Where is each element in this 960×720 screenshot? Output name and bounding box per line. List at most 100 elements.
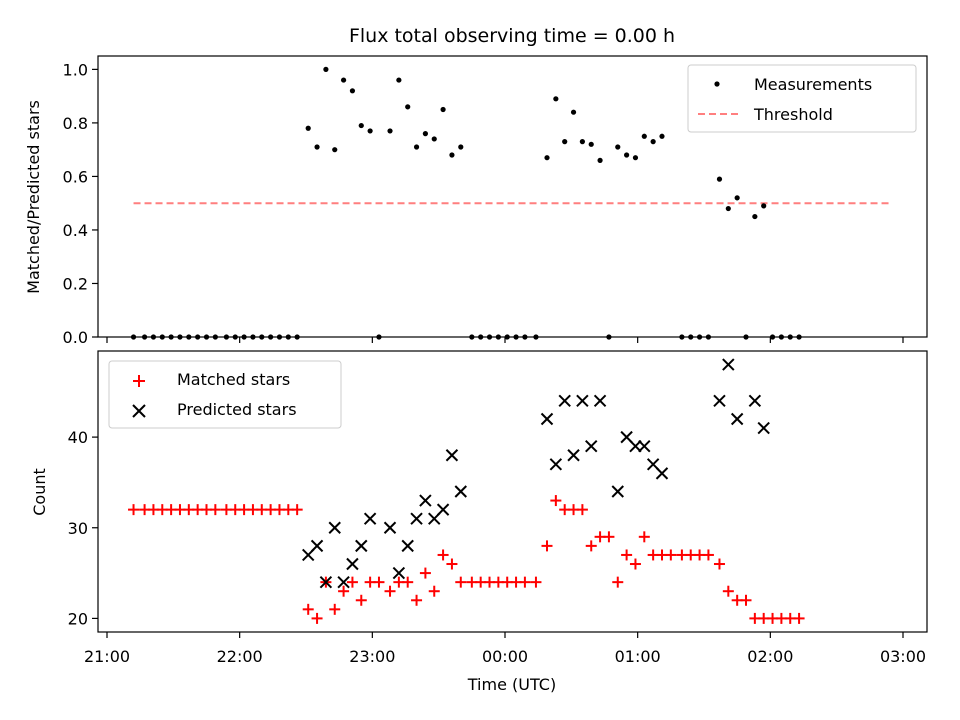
- top-legend: Measurements Threshold: [687, 64, 917, 133]
- matched-star-point: [702, 549, 714, 561]
- measurement-point: [624, 152, 630, 158]
- predicted-star-point: [611, 485, 624, 498]
- bottom-x-ticks: 21:00 22:00 23:00 00:00 01:00 02:00 03:00: [84, 632, 926, 666]
- matched-star-point: [455, 576, 467, 588]
- matched-star-point: [541, 540, 553, 552]
- matched-star-point: [612, 576, 624, 588]
- legend-marker-measurements: [714, 81, 720, 87]
- matched-star-point: [209, 504, 221, 516]
- matched-star-point: [291, 504, 303, 516]
- predicted-star-point: [355, 539, 368, 553]
- matched-star-point: [338, 585, 350, 597]
- predicted-star-point: [722, 358, 735, 371]
- legend-label-threshold: Threshold: [753, 105, 833, 124]
- top-y-tick-label: 0.0: [63, 328, 88, 347]
- x-tick-label: 03:00: [880, 647, 926, 666]
- matched-star-point: [722, 585, 734, 597]
- legend-marker-predicted: [132, 404, 146, 418]
- matched-star-point: [530, 576, 542, 588]
- matched-star-point: [346, 576, 358, 588]
- measurement-point: [716, 176, 723, 182]
- bottom-y-tick-label: 40: [68, 428, 88, 447]
- predicted-star-point: [383, 521, 397, 534]
- legend-marker-matched: [133, 375, 145, 387]
- top-plot-marks: [130, 66, 890, 340]
- matched-star-point: [585, 540, 597, 552]
- measurement-point: [562, 139, 568, 145]
- measurement-point: [323, 66, 329, 72]
- predicted-star-point: [346, 557, 359, 571]
- measurement-point: [422, 131, 428, 137]
- x-tick-label: 00:00: [482, 647, 528, 666]
- predicted-star-point: [540, 412, 554, 426]
- bottom-y-ticks: 20 30 40: [68, 428, 98, 628]
- measurement-point: [752, 213, 758, 220]
- matched-star-point: [793, 612, 805, 624]
- x-tick-label: 02:00: [747, 647, 793, 666]
- top-y-axis-label: Matched/Predicted stars: [24, 100, 43, 294]
- top-y-tick-label: 0.8: [63, 114, 88, 133]
- top-y-tick-label: 0.2: [63, 274, 88, 293]
- bottom-plot-marks: [128, 358, 805, 624]
- measurement-point: [449, 152, 455, 158]
- predicted-star-point: [392, 566, 406, 580]
- measurement-point: [641, 133, 647, 139]
- measurement-point: [553, 96, 559, 102]
- predicted-star-point: [567, 449, 580, 462]
- predicted-star-point: [337, 575, 350, 589]
- predicted-star-point: [558, 394, 571, 408]
- measurement-point: [579, 139, 585, 145]
- predicted-star-point: [419, 494, 432, 507]
- predicted-star-point: [655, 467, 669, 480]
- predicted-star-point: [629, 439, 642, 453]
- predicted-star-point: [757, 421, 770, 435]
- x-tick-label: 23:00: [349, 647, 395, 666]
- measurement-point: [725, 205, 731, 212]
- x-tick-label: 21:00: [84, 647, 130, 666]
- matched-star-point: [302, 603, 314, 615]
- matched-star-point: [576, 504, 588, 516]
- bottom-y-axis-label: Count: [30, 468, 49, 516]
- bottom-legend-box: [108, 360, 342, 429]
- predicted-star-point: [401, 539, 414, 553]
- chart-title: Flux total observing time = 0.00 h: [349, 25, 675, 47]
- x-tick-label: 01:00: [615, 647, 661, 666]
- measurement-point: [440, 106, 446, 113]
- bottom-y-tick-label: 20: [68, 609, 88, 628]
- measurement-point: [431, 136, 437, 142]
- predicted-star-point: [585, 439, 598, 453]
- matched-star-point: [384, 585, 396, 597]
- legend-label-measurements: Measurements: [754, 75, 872, 94]
- measurement-point: [734, 195, 740, 201]
- measurement-point: [761, 203, 767, 209]
- matched-star-point: [550, 495, 562, 507]
- predicted-star-point: [549, 458, 563, 471]
- measurement-point: [659, 133, 665, 139]
- legend-label-matched: Matched stars: [177, 370, 290, 389]
- bottom-panel: 20 30 40 21:00 22:00 23:00 00:00 01:00 02:00 03:…: [30, 350, 928, 694]
- predicted-star-point: [576, 394, 589, 408]
- measurement-point: [597, 157, 603, 163]
- measurement-point: [413, 144, 420, 150]
- top-y-ticks: 0.0 0.2 0.4 0.6 0.8 1.0: [63, 60, 98, 347]
- measurement-point: [367, 128, 373, 134]
- measurement-point: [405, 104, 411, 110]
- bottom-legend: Matched stars Predicted stars: [108, 360, 342, 429]
- matched-star-point: [629, 558, 641, 570]
- top-y-tick-label: 1.0: [63, 60, 88, 79]
- top-y-tick-label: 0.6: [63, 167, 88, 186]
- predicted-star-point: [319, 575, 333, 589]
- predicted-star-point: [410, 512, 423, 525]
- predicted-star-point: [713, 394, 726, 408]
- matched-star-point: [519, 576, 531, 588]
- bottom-y-tick-label: 30: [68, 519, 88, 538]
- bottom-axes-frame: [97, 350, 928, 633]
- matched-star-point: [355, 594, 367, 606]
- measurement-point: [458, 144, 464, 150]
- x-axis-label: Time (UTC): [467, 675, 556, 694]
- matched-star-point: [419, 567, 431, 579]
- measurement-point: [387, 128, 393, 134]
- top-legend-box: [687, 64, 917, 133]
- measurement-point: [358, 122, 364, 129]
